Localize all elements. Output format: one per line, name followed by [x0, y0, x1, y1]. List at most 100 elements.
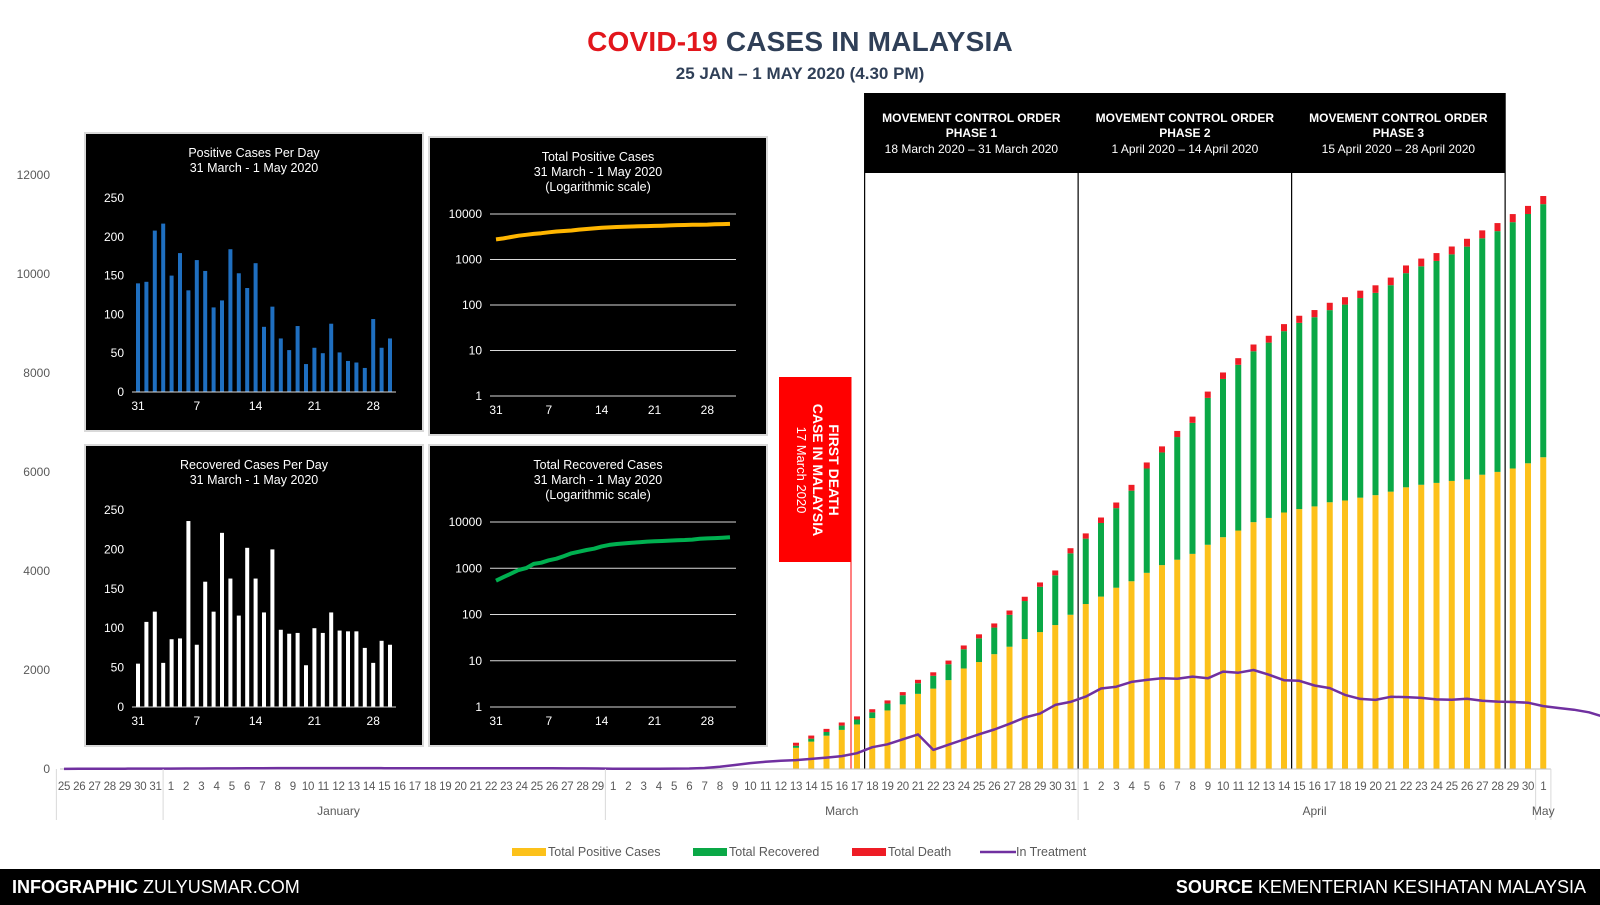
bar-total-death [1189, 416, 1196, 423]
inset-bar [203, 270, 208, 392]
legend-swatch [693, 848, 727, 856]
x-tick-label: 1 [610, 781, 616, 793]
inset-bar [354, 631, 359, 707]
inset-y-tick: 150 [104, 269, 124, 283]
inset-bar [278, 629, 283, 707]
x-tick-label: 27 [1003, 781, 1015, 793]
inset-bar [371, 662, 376, 707]
inset-positive-per-day: 0 50 100 150 200 250 31 7 14 21 28 Positive Cases … [84, 132, 424, 432]
x-tick-label: 25 [58, 781, 70, 793]
x-tick-label: 14 [1278, 781, 1291, 793]
x-tick-label: 15 [1293, 781, 1305, 793]
inset-y-tick: 100 [104, 307, 124, 321]
bar-total-positive [1067, 614, 1074, 769]
x-tick-label: 8 [274, 781, 280, 793]
x-tick-label: 3 [640, 781, 646, 793]
bar-total-positive [1052, 625, 1059, 769]
inset-bar [354, 362, 359, 392]
inset-bar [236, 615, 241, 707]
x-tick-label: 17 [1324, 781, 1336, 793]
bar-total-recovered [884, 703, 891, 711]
inset-y-tick: 1000 [455, 561, 482, 575]
bar-total-recovered [915, 683, 921, 694]
x-tick-label: 26 [988, 781, 1000, 793]
x-tick-label: 29 [1034, 781, 1046, 793]
inset-bar [136, 283, 140, 392]
bar-total-recovered [991, 627, 998, 655]
footer-credit: INFOGRAPHIC ZULYUSMAR.COM [12, 877, 300, 898]
inset-x-tick: 28 [701, 403, 715, 417]
x-tick-label: 1 [1083, 781, 1089, 793]
x-tick-label: 16 [393, 781, 405, 793]
inset-bar [295, 632, 300, 707]
page-title: COVID-19 CASES IN MALAYSIA [0, 26, 1600, 58]
bar-total-recovered [1509, 222, 1516, 469]
inset-title: Total Recovered Cases 31 March - 1 May 2… [533, 458, 663, 502]
month-label: March [825, 804, 858, 818]
y-tick-label: 10000 [17, 267, 51, 281]
inset-bar [152, 230, 157, 392]
inset-x-tick: 21 [648, 714, 662, 728]
bar-total-death [1387, 277, 1394, 286]
x-tick-label: 30 [134, 781, 146, 793]
inset-y-tick: 0 [117, 385, 124, 399]
bar-total-positive [1342, 500, 1348, 769]
bar-total-recovered [1464, 246, 1470, 480]
x-tick-label: 1 [1540, 781, 1546, 793]
bar-total-positive [1464, 479, 1470, 769]
bar-total-recovered [1448, 254, 1455, 481]
x-tick-label: 22 [485, 781, 497, 793]
inset-title: Total Positive Cases 31 March - 1 May 20… [533, 150, 663, 194]
inset-bar [287, 633, 292, 707]
x-tick-label: 21 [912, 781, 924, 793]
bar-total-death [808, 735, 815, 739]
bar-total-positive [1235, 530, 1242, 769]
phase-title: MOVEMENT CONTROL ORDER [1096, 111, 1275, 125]
inset-bar [295, 326, 300, 392]
bar-total-death [915, 679, 921, 684]
x-tick-label: 31 [1064, 781, 1076, 793]
inset-y-tick: 100 [104, 621, 124, 635]
inset-bar [253, 578, 258, 707]
inset-y-tick: 250 [104, 191, 124, 205]
legend-swatch [852, 848, 886, 856]
bar-total-recovered [1082, 538, 1089, 605]
bar-total-recovered [960, 649, 967, 669]
bar-total-death [1037, 582, 1043, 587]
inset-line [495, 221, 731, 242]
x-tick-label: 8 [1189, 781, 1195, 793]
bar-total-positive [1418, 484, 1425, 769]
x-tick-label: 15 [820, 781, 832, 793]
inset-bar [379, 640, 384, 707]
phase-box [1291, 93, 1506, 173]
inset-bar [220, 532, 224, 707]
bar-total-positive [1372, 495, 1379, 769]
inset-bar [245, 547, 250, 707]
bar-total-positive [945, 680, 952, 769]
inset-bar [144, 621, 149, 707]
x-tick-label: 7 [1174, 781, 1180, 793]
bar-total-recovered [1296, 322, 1303, 510]
x-tick-label: 25 [531, 781, 543, 793]
inset-bar [194, 260, 199, 392]
x-tick-label: 24 [515, 781, 528, 793]
x-tick-label: 5 [1144, 781, 1150, 793]
bar-total-positive [823, 735, 830, 769]
inset-x-tick: 31 [489, 403, 503, 417]
bar-total-recovered [793, 745, 799, 748]
inset-title: Recovered Cases Per Day 31 March - 1 May… [180, 458, 328, 487]
inset-bar [169, 275, 174, 392]
bar-total-death [1174, 430, 1181, 438]
x-tick-label: 16 [836, 781, 848, 793]
bar-total-death [1235, 358, 1242, 365]
inset-line [495, 535, 731, 583]
x-tick-label: 13 [1263, 781, 1275, 793]
bar-total-positive [1128, 581, 1135, 769]
x-tick-label: 2 [625, 781, 631, 793]
inset-bar [169, 639, 174, 707]
bar-total-recovered [1220, 378, 1226, 538]
inset-bar [136, 663, 140, 707]
bar-total-recovered [1372, 292, 1379, 496]
x-tick-label: 12 [1247, 781, 1259, 793]
